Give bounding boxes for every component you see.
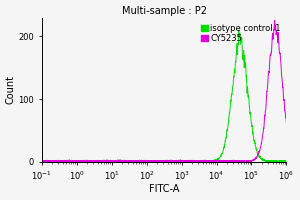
X-axis label: FITC-A: FITC-A xyxy=(149,184,179,194)
Title: Multi-sample : P2: Multi-sample : P2 xyxy=(122,6,207,16)
Legend: isotype control 1, CY5235: isotype control 1, CY5235 xyxy=(199,22,282,44)
Y-axis label: Count: Count xyxy=(6,75,16,104)
